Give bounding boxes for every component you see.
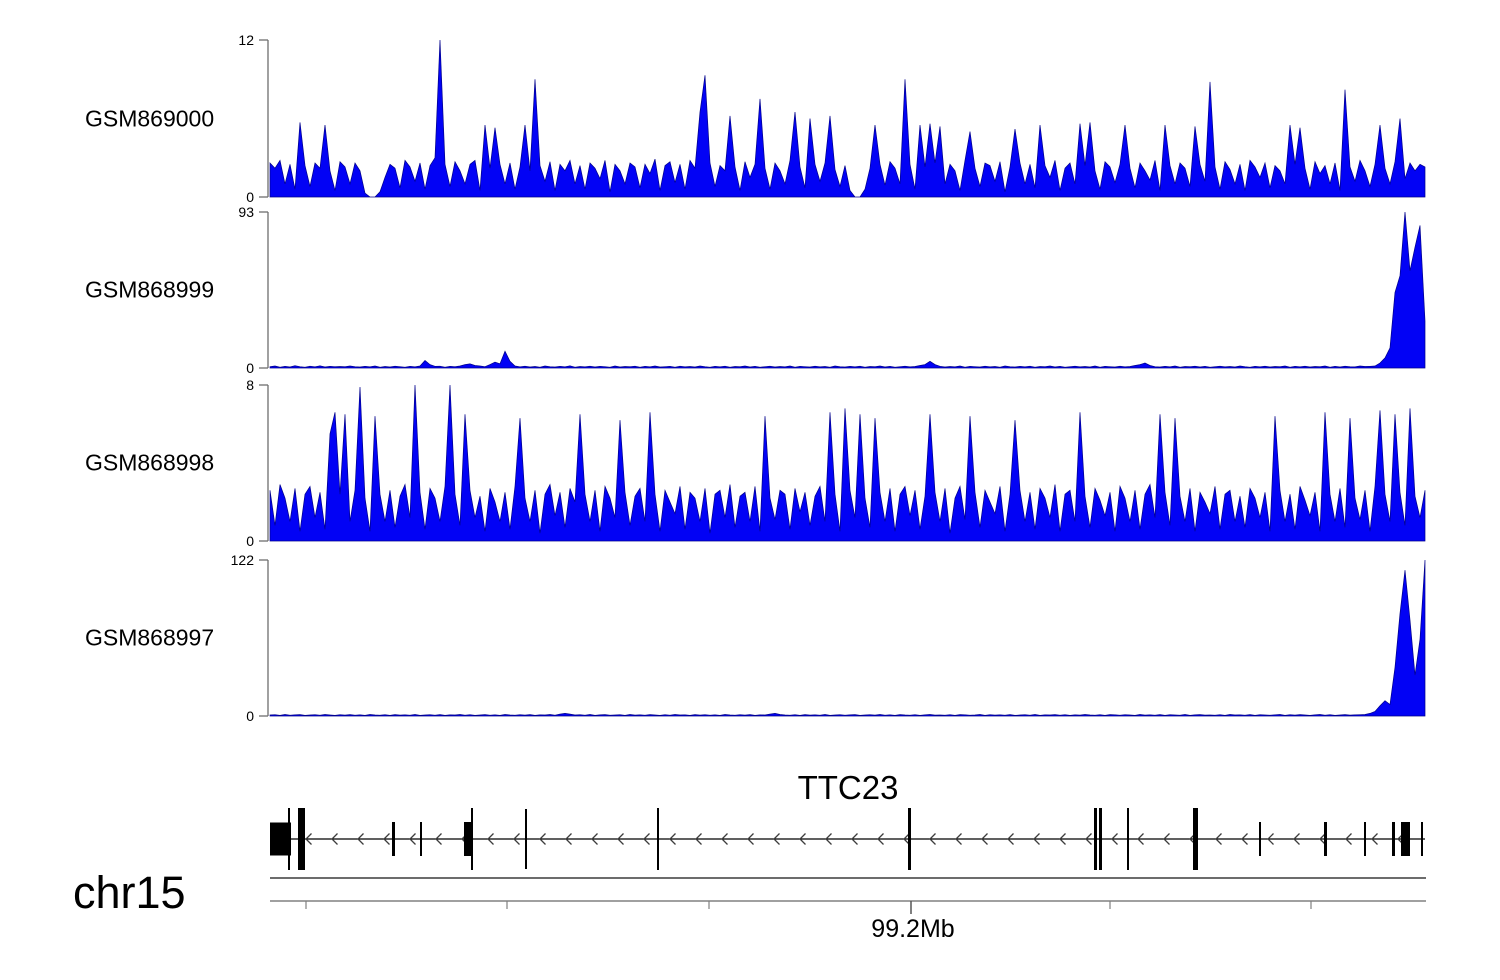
- track-0-yzero-label: 0: [246, 189, 254, 205]
- track-2-label: GSM868998: [85, 449, 215, 476]
- track-2-ymax-label: 8: [246, 377, 254, 393]
- track-0-ymax-label: 12: [238, 32, 254, 48]
- exon-rect: [908, 808, 911, 870]
- exon-rect: [288, 808, 290, 870]
- chromosome-label: chr15: [73, 867, 186, 918]
- strand-arrow-icon: [1007, 833, 1014, 845]
- exon-rect: [1421, 822, 1423, 856]
- coverage-area: [269, 211, 1426, 369]
- strand-arrow-icon: [1033, 833, 1040, 845]
- exon-rect: [1401, 822, 1410, 856]
- strand-arrow-icon: [955, 833, 962, 845]
- strand-arrow-icon: [409, 833, 416, 845]
- strand-arrow-icon: [1267, 833, 1274, 845]
- strand-arrow-icon: [487, 833, 494, 845]
- exon-rect: [1364, 822, 1366, 856]
- track-3-yzero-label: 0: [246, 708, 254, 724]
- strand-arrow-icon: [1137, 833, 1144, 845]
- exon-rect: [464, 822, 473, 856]
- strand-arrow-icon: [747, 833, 754, 845]
- exon-rect: [1324, 822, 1327, 856]
- strand-arrow-icon: [1085, 833, 1092, 845]
- coverage-area: [269, 39, 1426, 198]
- track-1-yzero-label: 0: [246, 360, 254, 376]
- exon-rect: [392, 822, 395, 856]
- strand-arrow-icon: [1059, 833, 1066, 845]
- exon-rect: [1127, 808, 1129, 870]
- strand-arrow-icon: [435, 833, 442, 845]
- strand-arrow-icon: [357, 833, 364, 845]
- strand-arrow-icon: [643, 833, 650, 845]
- strand-arrow-icon: [1111, 833, 1118, 845]
- strand-arrow-icon: [331, 833, 338, 845]
- track-3-label: GSM868997: [85, 624, 215, 651]
- exon-rect: [525, 809, 527, 869]
- track-3-ymax-label: 122: [230, 552, 254, 568]
- exon-rect: [1099, 808, 1102, 870]
- strand-arrow-icon: [1371, 833, 1378, 845]
- track-0-label: GSM869000: [85, 105, 215, 131]
- strand-arrow-icon: [539, 833, 546, 845]
- strand-arrow-icon: [1293, 833, 1300, 845]
- strand-arrow-icon: [305, 833, 312, 845]
- exon-rect: [298, 808, 305, 870]
- strand-arrow-icon: [617, 833, 624, 845]
- strand-arrow-icon: [981, 833, 988, 845]
- strand-arrow-icon: [721, 833, 728, 845]
- coverage-area: [269, 559, 1426, 717]
- strand-arrow-icon: [799, 833, 806, 845]
- track-1-ymax-label: 93: [238, 204, 254, 220]
- strand-arrow-icon: [1241, 833, 1248, 845]
- strand-arrow-icon: [773, 833, 780, 845]
- exon-rect: [1193, 808, 1198, 870]
- strand-arrow-icon: [695, 833, 702, 845]
- coverage-area: [269, 384, 1426, 542]
- exon-rect: [471, 808, 473, 870]
- strand-arrow-icon: [851, 833, 858, 845]
- strand-arrow-icon: [383, 833, 390, 845]
- strand-arrow-icon: [1345, 833, 1352, 845]
- strand-arrow-icon: [591, 833, 598, 845]
- strand-arrow-icon: [929, 833, 936, 845]
- gene-name-label: TTC23: [797, 769, 899, 806]
- strand-arrow-icon: [877, 833, 884, 845]
- strand-arrow-icon: [903, 833, 910, 845]
- exon-rect: [657, 808, 659, 870]
- exon-rect: [1259, 822, 1261, 856]
- track-2-yzero-label: 0: [246, 533, 254, 549]
- strand-arrow-icon: [825, 833, 832, 845]
- exon-rect: [270, 822, 291, 856]
- strand-arrow-icon: [1215, 833, 1222, 845]
- exon-rect: [1392, 822, 1395, 856]
- exon-rect: [420, 822, 422, 856]
- strand-arrow-icon: [669, 833, 676, 845]
- exon-rect: [1094, 808, 1097, 870]
- strand-arrow-icon: [1319, 833, 1326, 845]
- strand-arrow-icon: [565, 833, 572, 845]
- strand-arrow-icon: [513, 833, 520, 845]
- track-1-label: GSM868999: [85, 276, 215, 303]
- ruler-position-label: 99.2Mb: [871, 915, 955, 943]
- strand-arrow-icon: [1163, 833, 1170, 845]
